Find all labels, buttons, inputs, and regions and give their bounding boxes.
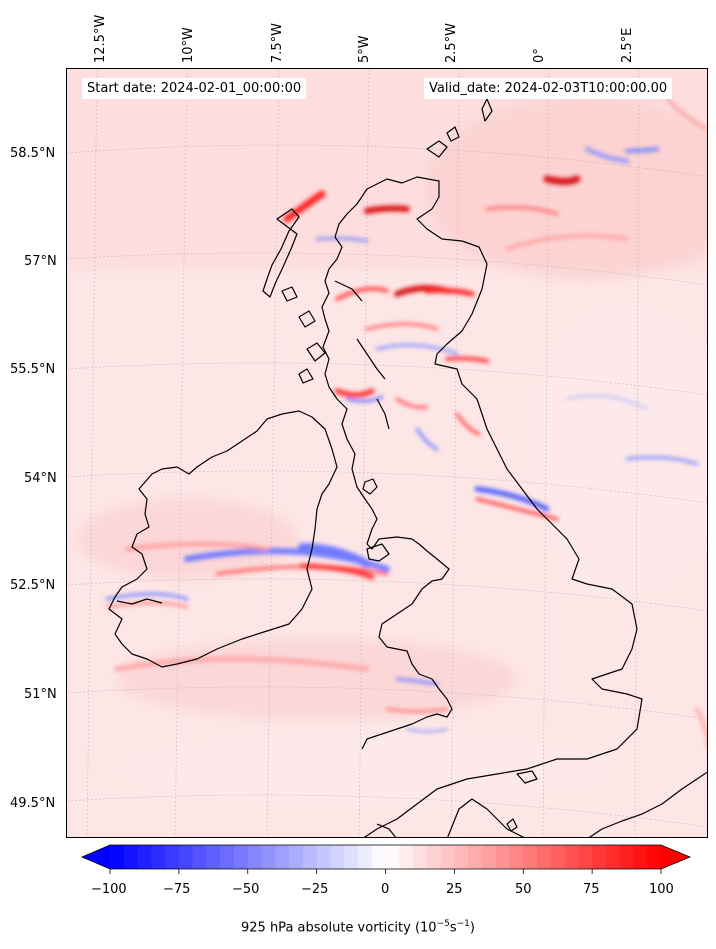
colorbar-cell — [165, 845, 180, 869]
lat-label-49-5n: 49.5°N — [10, 796, 56, 811]
colorbar-graphic — [80, 844, 692, 874]
colorbar-cell — [192, 845, 208, 869]
colorbar-cell — [468, 845, 483, 869]
isle-of-wight-coast — [516, 770, 538, 784]
shetland-coast — [481, 98, 493, 122]
colorbar-label-prefix: 925 hPa absolute vorticity (10 — [241, 920, 437, 936]
colorbar-label-exp1: −5 — [436, 919, 450, 929]
colorbar-label-suffix: ) — [469, 920, 475, 936]
start-date-label: Start date: 2024-02-01_00:00:00 — [82, 78, 307, 99]
orkney-coast — [426, 126, 460, 158]
colorbar-cell — [220, 845, 235, 869]
colorbar-cell — [592, 845, 607, 869]
lon-label-2-5w: 2.5°W — [444, 22, 459, 63]
colorbar-cell — [440, 845, 455, 869]
colorbar-cell — [178, 845, 194, 869]
lon-label-7-5w: 7.5°W — [270, 22, 285, 63]
colorbar-cell — [454, 845, 469, 869]
colorbar-cell — [302, 845, 318, 869]
colorbar-cell — [289, 845, 304, 869]
isle-of-man-coast — [362, 478, 378, 495]
field-shading — [67, 69, 707, 837]
colorbar-cell — [357, 845, 373, 869]
colorbar-cell — [206, 845, 221, 869]
lat-label-55-5n: 55.5°N — [10, 362, 56, 377]
colorbar-cell — [123, 845, 139, 869]
graticule — [67, 69, 707, 837]
lat-label-52-5n: 52.5°N — [10, 578, 56, 593]
colorbar-tick-label: −75 — [163, 882, 191, 897]
colorbar-tick-label: −25 — [301, 882, 329, 897]
colorbar-cell — [633, 845, 648, 869]
lon-label-5w: 5°W — [357, 35, 372, 63]
colorbar-cell — [495, 845, 511, 869]
colorbar-cell — [481, 845, 497, 869]
colorbar-tick-label: 0 — [381, 882, 390, 897]
vorticity-features — [105, 97, 707, 750]
colorbar-label-mid: s — [449, 920, 457, 936]
colorbar-ticks — [109, 869, 662, 874]
france-coast — [588, 771, 707, 837]
lat-label-58-5n: 58.5°N — [10, 146, 56, 161]
colorbar-cell — [371, 845, 387, 869]
colorbar-cell — [413, 845, 428, 869]
colorbar-cell — [316, 845, 332, 869]
lon-label-10w: 10°W — [181, 27, 196, 63]
colorbar-cell — [647, 845, 662, 869]
valid-date-label: Valid_date: 2024-02-03T10:00:00.00 — [424, 78, 673, 99]
colorbar-cell — [330, 845, 345, 869]
colorbar-cell — [151, 845, 166, 869]
colorbar-tick-label: −50 — [232, 882, 260, 897]
lat-label-54n: 54°N — [24, 471, 57, 486]
colorbar-cell — [344, 845, 359, 869]
lat-label-51n: 51°N — [24, 687, 57, 702]
colorbar-tick-label: 50 — [515, 882, 532, 897]
colorbar-cell — [110, 845, 125, 869]
colorbar-cell — [385, 845, 400, 869]
outer-hebrides-coast — [262, 208, 300, 298]
colorbar-tick-label: −100 — [91, 882, 127, 897]
map-panel[interactable] — [66, 68, 708, 838]
colorbar-cell — [261, 845, 276, 869]
colorbar-cell — [247, 845, 263, 869]
colorbar-tick-label: 100 — [649, 882, 674, 897]
colorbar-cell — [578, 845, 593, 869]
colorbar-label: 925 hPa absolute vorticity (10−5s−1) — [0, 919, 716, 935]
lon-label-2-5e: 2.5°E — [620, 27, 635, 63]
colorbar-extend-low — [82, 845, 110, 869]
colorbar-cell — [137, 845, 152, 869]
coastlines — [108, 98, 707, 837]
colorbar-cell — [399, 845, 414, 869]
colorbar-cell — [233, 845, 249, 869]
colorbar-cell — [619, 845, 635, 869]
colorbar-cell — [537, 845, 552, 869]
colorbar-cell — [275, 845, 290, 869]
colorbar-cell — [523, 845, 538, 869]
colorbar-tick-label: 25 — [446, 882, 463, 897]
vorticity-map — [67, 69, 707, 837]
colorbar-cell — [509, 845, 524, 869]
colorbar-cells — [110, 845, 662, 869]
lat-label-57n: 57°N — [24, 254, 57, 269]
colorbar-cell — [550, 845, 566, 869]
colorbar-label-exp2: −1 — [456, 919, 470, 929]
ireland-coast — [108, 410, 338, 668]
colorbar-tick-label: 75 — [583, 882, 600, 897]
colorbar-cell — [564, 845, 579, 869]
great-britain-coast — [321, 176, 643, 837]
colorbar-cell — [605, 845, 621, 869]
anglesey-coast — [366, 543, 390, 562]
lon-label-12-5w: 12.5°W — [93, 14, 108, 63]
lon-label-0: 0° — [532, 48, 547, 63]
colorbar-cell — [426, 845, 442, 869]
colorbar-extend-high — [661, 845, 690, 869]
